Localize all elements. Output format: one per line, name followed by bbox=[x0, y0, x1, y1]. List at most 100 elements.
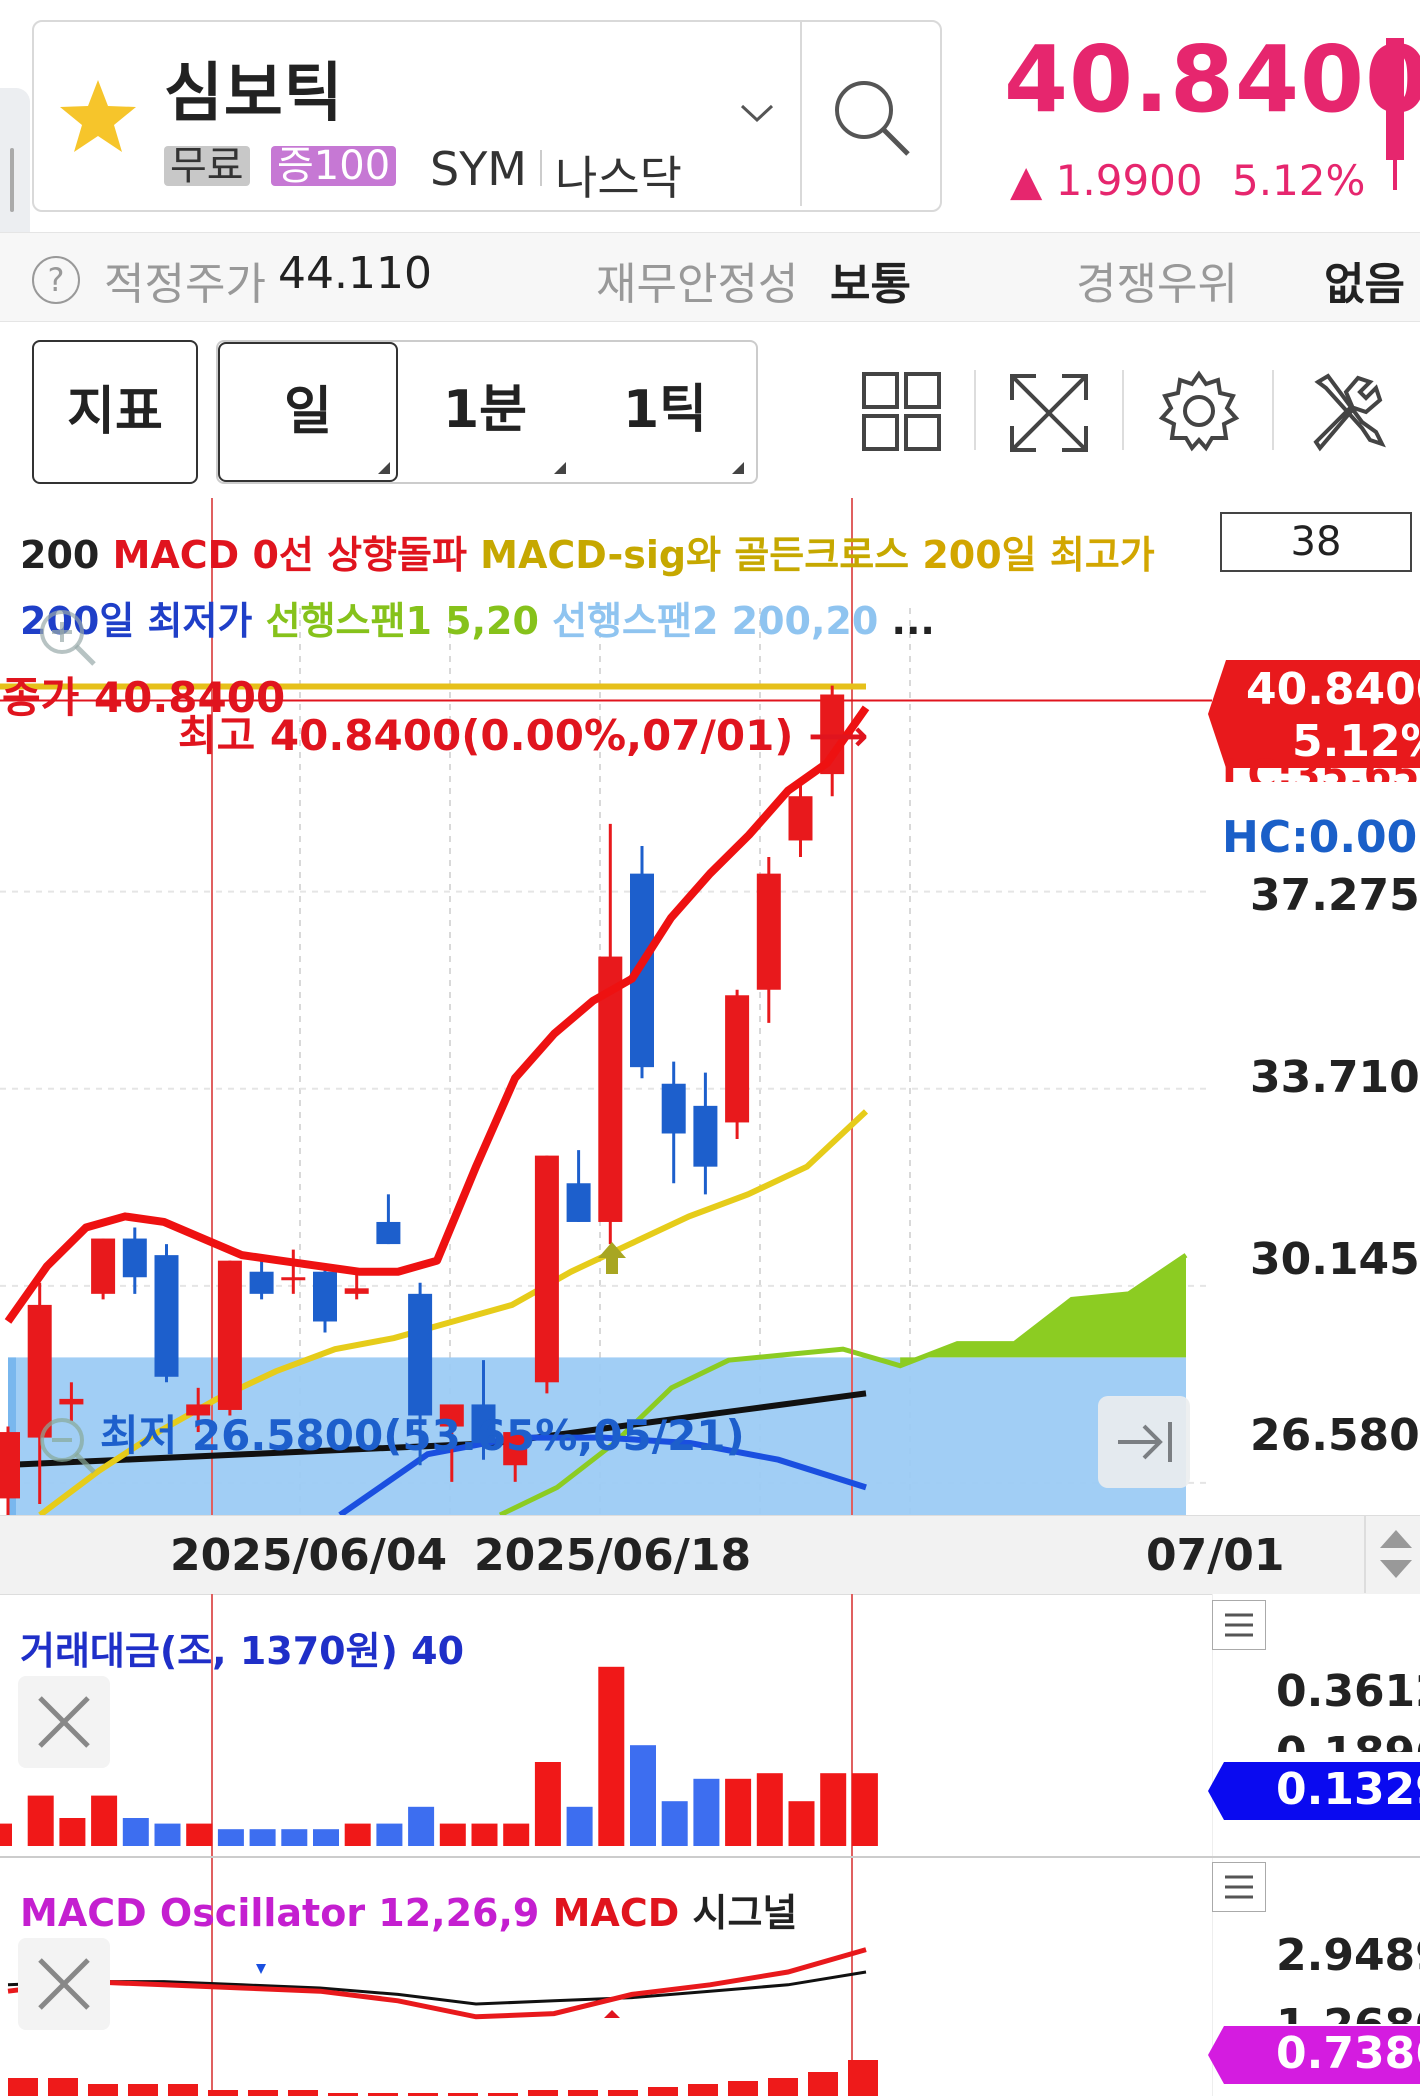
candle-body bbox=[313, 1271, 337, 1322]
y-tick-label: 33.7100 bbox=[1250, 1052, 1420, 1103]
jump-to-end-icon bbox=[1118, 1422, 1172, 1462]
oscillator-bar bbox=[648, 2087, 678, 2096]
volume-bar bbox=[91, 1795, 118, 1846]
close-volume-button[interactable] bbox=[18, 1676, 110, 1768]
trading-value-chart[interactable] bbox=[0, 1594, 1212, 1856]
volume-bar bbox=[598, 1666, 625, 1846]
close-icon bbox=[38, 1958, 90, 2010]
main-price-chart[interactable] bbox=[0, 498, 1212, 1515]
legend-item: 200일 최고가 bbox=[922, 533, 1155, 577]
day-candle-indicator bbox=[1386, 38, 1404, 160]
candle-body bbox=[661, 1083, 686, 1134]
macd-tick-label: 1.2680 bbox=[1276, 2000, 1420, 2024]
oscillator-bar bbox=[128, 2084, 158, 2096]
candle-body bbox=[344, 1288, 369, 1294]
competitive-value: 없음 bbox=[1324, 259, 1405, 310]
volume-menu-button[interactable] bbox=[1212, 1600, 1266, 1650]
fair-price-value: 44.110 bbox=[278, 248, 432, 299]
x-tick-label: 2025/06/18 bbox=[474, 1530, 752, 1581]
competitive-label: 경쟁우위 bbox=[1076, 259, 1238, 310]
close-macd-button[interactable] bbox=[18, 1938, 110, 2030]
tools-icon[interactable] bbox=[1306, 368, 1392, 454]
divider bbox=[1272, 370, 1274, 450]
axis-scroll-icon[interactable] bbox=[1376, 1526, 1416, 1582]
volume-bar bbox=[820, 1773, 847, 1846]
jump-latest-button[interactable] bbox=[1098, 1396, 1190, 1488]
volume-bar bbox=[503, 1823, 530, 1846]
oscillator-bar bbox=[448, 2093, 478, 2096]
volume-bar bbox=[851, 1773, 878, 1846]
help-icon[interactable]: ? bbox=[32, 256, 80, 304]
hc-label: HC:0.00 bbox=[1222, 812, 1418, 863]
macd-title-signal: 시그널 bbox=[692, 1891, 798, 1935]
volume-bar bbox=[59, 1818, 86, 1846]
valuation-strip bbox=[0, 232, 1420, 322]
chevron-down-icon[interactable] bbox=[738, 100, 776, 126]
macd-chart[interactable] bbox=[0, 1858, 1212, 2096]
price-change-pct: 5.12% bbox=[1232, 156, 1366, 205]
macd-tick-label: 2.9489 bbox=[1276, 1930, 1420, 1981]
settings-icon[interactable] bbox=[1156, 368, 1242, 454]
zoom-in-icon[interactable] bbox=[32, 602, 102, 672]
volume-bar bbox=[566, 1806, 593, 1846]
legend-item: MACD-sig와 골든크로스 bbox=[480, 533, 923, 577]
divider bbox=[1122, 370, 1124, 450]
zoom-out-icon[interactable] bbox=[32, 1410, 102, 1480]
volume-bar bbox=[471, 1823, 498, 1846]
oscillator-bar bbox=[688, 2084, 718, 2096]
period-day-button[interactable]: 일 bbox=[218, 342, 398, 482]
buy-signal-arrow bbox=[604, 2010, 620, 2018]
candle-body bbox=[471, 1404, 496, 1444]
candle-body bbox=[27, 1304, 52, 1438]
candle-body bbox=[725, 995, 750, 1123]
volume-bar bbox=[122, 1818, 149, 1846]
macd-title-osc: MACD Oscillator 12,26,9 bbox=[20, 1891, 553, 1935]
panel-divider bbox=[0, 1856, 1420, 1858]
indicator-count-box[interactable]: 38 bbox=[1220, 512, 1412, 572]
candle-body bbox=[186, 1404, 211, 1416]
search-icon[interactable] bbox=[828, 74, 914, 160]
indicator-button[interactable]: 지표 bbox=[32, 340, 198, 484]
macd-menu-button[interactable] bbox=[1212, 1862, 1266, 1912]
stability-value: 보통 bbox=[830, 259, 911, 310]
grid-layout-icon[interactable] bbox=[862, 372, 942, 452]
volume-bar bbox=[154, 1823, 181, 1846]
menu-icon bbox=[1225, 1875, 1253, 1899]
volume-bar bbox=[630, 1745, 656, 1846]
star-icon[interactable] bbox=[58, 76, 138, 156]
fullscreen-icon[interactable] bbox=[1006, 370, 1092, 456]
candle-body bbox=[249, 1271, 274, 1294]
period-tick-button[interactable]: 1틱 bbox=[622, 380, 708, 440]
candle-body bbox=[503, 1432, 528, 1466]
volume-bar bbox=[376, 1823, 403, 1846]
stability-label: 재무안정성 bbox=[596, 259, 799, 310]
y-tick-label: 26.5800 bbox=[1250, 1410, 1420, 1461]
volume-bar bbox=[693, 1778, 720, 1846]
volume-bar bbox=[661, 1801, 688, 1846]
candle-body bbox=[154, 1255, 179, 1377]
volume-tick-label: 0.1896 bbox=[1276, 1728, 1420, 1752]
volume-bar bbox=[281, 1829, 308, 1846]
current-price-badge-bg bbox=[1208, 660, 1420, 768]
volume-bar bbox=[186, 1823, 213, 1846]
close-icon bbox=[38, 1696, 90, 1748]
ma-long-line bbox=[0, 1390, 867, 1469]
divider bbox=[800, 22, 802, 206]
candle-body bbox=[217, 1260, 242, 1410]
candle-body bbox=[281, 1277, 306, 1281]
signal-line bbox=[7, 1970, 867, 2006]
ma-mid-line bbox=[38, 1109, 869, 1515]
oscillator-bar bbox=[768, 2078, 798, 2096]
y-tick-label: 30.1450 bbox=[1250, 1234, 1420, 1285]
fair-price-label: 적정주가 bbox=[104, 259, 266, 310]
macd-value-badge: 0.7386 bbox=[1276, 2028, 1420, 2079]
oscillator-bar bbox=[408, 2093, 438, 2096]
legend-item: 선행스팬1 5,20 bbox=[265, 599, 553, 643]
period-minute-button[interactable]: 1분 bbox=[442, 380, 528, 440]
period-high-label: 최고 40.8400(0.00%,07/01) ⟶ bbox=[178, 711, 869, 760]
volume-bar bbox=[534, 1762, 561, 1846]
oscillator-bar bbox=[288, 2090, 318, 2096]
x-tick-label: 2025/06/04 bbox=[170, 1530, 448, 1581]
date-axis[interactable] bbox=[0, 1515, 1420, 1595]
margin-badge: 증100 bbox=[271, 146, 397, 186]
